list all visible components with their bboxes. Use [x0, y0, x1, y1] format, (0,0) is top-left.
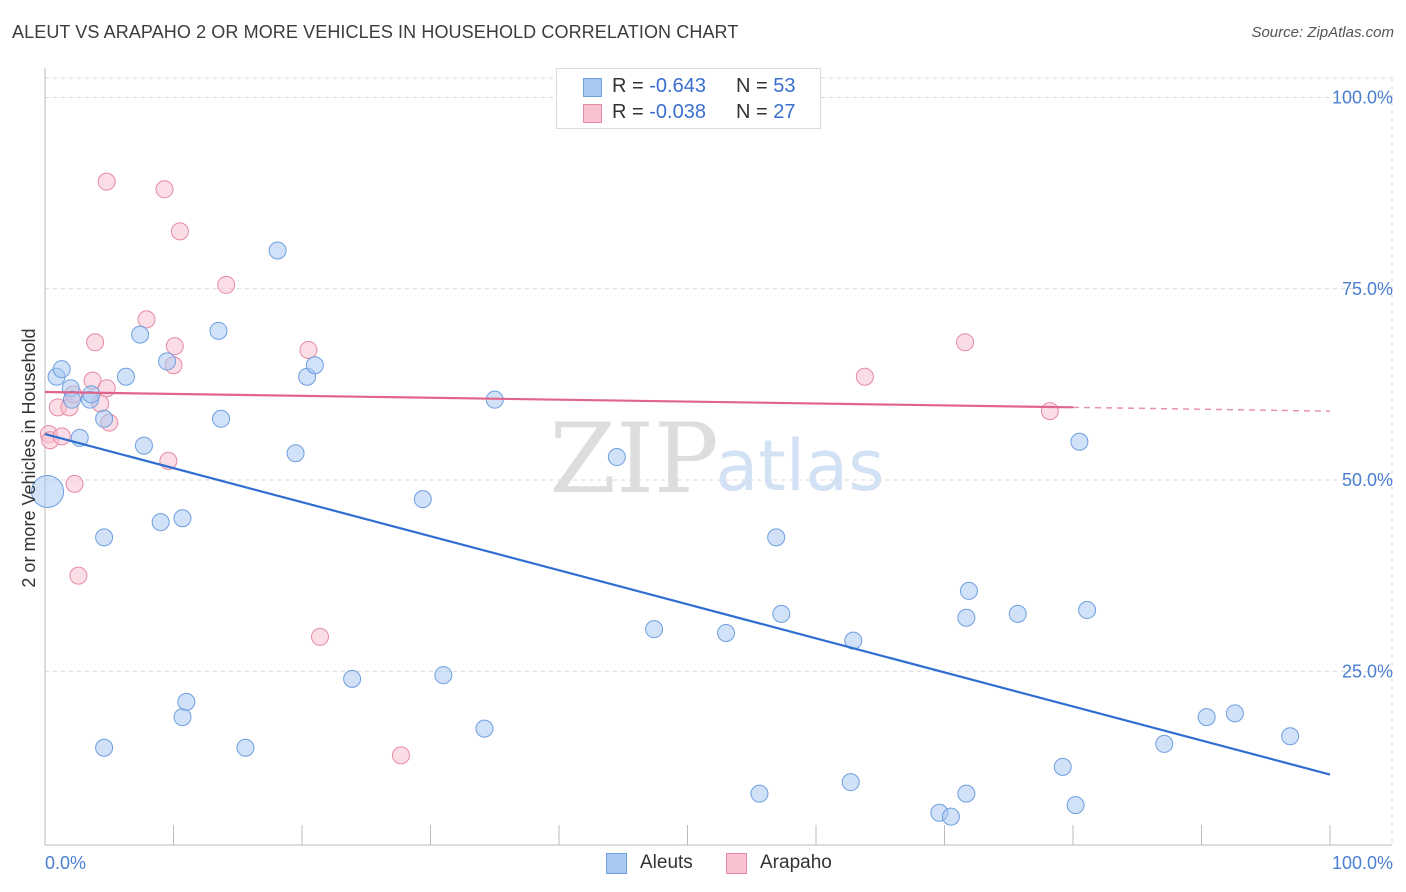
aleut-point [151, 513, 170, 532]
r-value: -0.038 [649, 101, 706, 123]
r-value: -0.643 [649, 75, 706, 97]
aleut-point [95, 528, 114, 547]
stats-legend: R = -0.643 N = 53 R = -0.038 N = 27 [556, 68, 821, 129]
aleut-point [1066, 796, 1085, 815]
arapaho-point [299, 340, 318, 359]
aleut-point [212, 409, 231, 428]
aleut-point [767, 528, 786, 547]
aleut-point [173, 708, 192, 727]
aleut-point [158, 352, 177, 371]
aleut-point [173, 509, 192, 528]
aleut-point [209, 321, 228, 340]
y-tick-label: 25.0% [1342, 661, 1393, 681]
aleut-point [413, 490, 432, 509]
aleut-point [236, 738, 255, 757]
aleut-swatch [583, 78, 602, 97]
chart-title: ALEUT VS ARAPAHO 2 OR MORE VEHICLES IN H… [12, 22, 739, 42]
watermark: ZIP atlas [549, 403, 884, 515]
arapaho-point [155, 180, 174, 199]
aleut-point [1053, 757, 1072, 776]
watermark-atlas: atlas [715, 425, 884, 507]
y-tick-label: 50.0% [1342, 470, 1393, 490]
aleut-point [134, 436, 153, 455]
arapaho-swatch [583, 104, 602, 123]
n-text: N = 27 [736, 101, 796, 123]
aleut-point [841, 773, 860, 792]
aleut-point [1155, 734, 1174, 753]
aleut-point [116, 367, 135, 386]
x-tick-labels: 0.0% 100.0% [45, 853, 1393, 873]
arapaho-point [855, 367, 874, 386]
r-text: R = -0.643 [612, 75, 706, 97]
aleut-point [131, 325, 150, 344]
aleut-point [268, 241, 287, 260]
aleut-point [1281, 727, 1300, 746]
aleut-point [959, 581, 978, 600]
aleut-point [1008, 604, 1027, 623]
aleut-point [343, 669, 362, 688]
arapaho-point [956, 333, 975, 352]
aleut-point [286, 444, 305, 463]
aleut-point [95, 738, 114, 757]
aleut-point [750, 784, 769, 803]
y-axis-label: 2 or more Vehicles in Household [19, 328, 39, 587]
arapaho-point [1040, 402, 1059, 421]
legend-label: Aleuts [640, 852, 693, 873]
y-tick-label: 75.0% [1342, 279, 1393, 299]
arapaho-point [310, 627, 329, 646]
r-text: R = -0.038 [612, 101, 706, 123]
x-tick-label: 100.0% [1332, 853, 1393, 873]
arapaho-point [65, 474, 84, 493]
aleut-point [62, 390, 81, 409]
arapaho-point [391, 746, 410, 765]
n-value: 27 [773, 101, 796, 123]
aleut-point [31, 474, 65, 508]
aleut-point [52, 360, 71, 379]
aleut-point [717, 624, 736, 642]
aleut-point [1197, 708, 1216, 727]
x-tick-label: 0.0% [45, 853, 86, 873]
aleut-point [941, 807, 960, 826]
watermark-zip: ZIP [549, 403, 718, 515]
aleut-trend-line [44, 433, 1331, 776]
aleut-point [305, 356, 324, 375]
aleut-point [1070, 432, 1089, 451]
aleut-point [607, 448, 626, 467]
axes [44, 68, 1392, 846]
y-tick-label: 100.0% [1332, 88, 1393, 108]
n-value: 53 [773, 75, 796, 97]
arapaho-trend-line [44, 390, 1074, 409]
aleut-point [1225, 704, 1244, 723]
arapaho-point [97, 379, 116, 398]
arapaho-point [69, 566, 88, 585]
aleut-legend-swatch [606, 853, 627, 874]
trendlines [44, 390, 1331, 776]
arapaho-point [165, 337, 184, 356]
arapaho-trend-extension [1072, 406, 1331, 412]
arapaho-point [170, 222, 189, 241]
aleut-point [177, 692, 196, 711]
aleut-point [434, 666, 453, 685]
arapaho-point [97, 172, 116, 191]
aleut-point [772, 604, 791, 623]
aleut-point [95, 409, 114, 428]
y-tick-labels: 25.0% 50.0% 75.0% 100.0% [1332, 88, 1393, 682]
legend-label: Arapaho [760, 852, 832, 873]
aleut-point [1078, 601, 1097, 620]
n-text: N = 53 [736, 75, 796, 97]
aleut-point [957, 608, 976, 627]
arapaho-point [217, 275, 236, 294]
arapaho-point [86, 333, 105, 352]
aleut-points [31, 241, 1300, 826]
aleut-point [645, 620, 664, 639]
chart-source: Source: ZipAtlas.com [1251, 24, 1394, 41]
aleut-point [82, 385, 101, 404]
aleut-point [957, 784, 976, 803]
arapaho-point [137, 310, 156, 329]
arapaho-legend-swatch [726, 853, 747, 874]
aleut-point [475, 719, 494, 738]
